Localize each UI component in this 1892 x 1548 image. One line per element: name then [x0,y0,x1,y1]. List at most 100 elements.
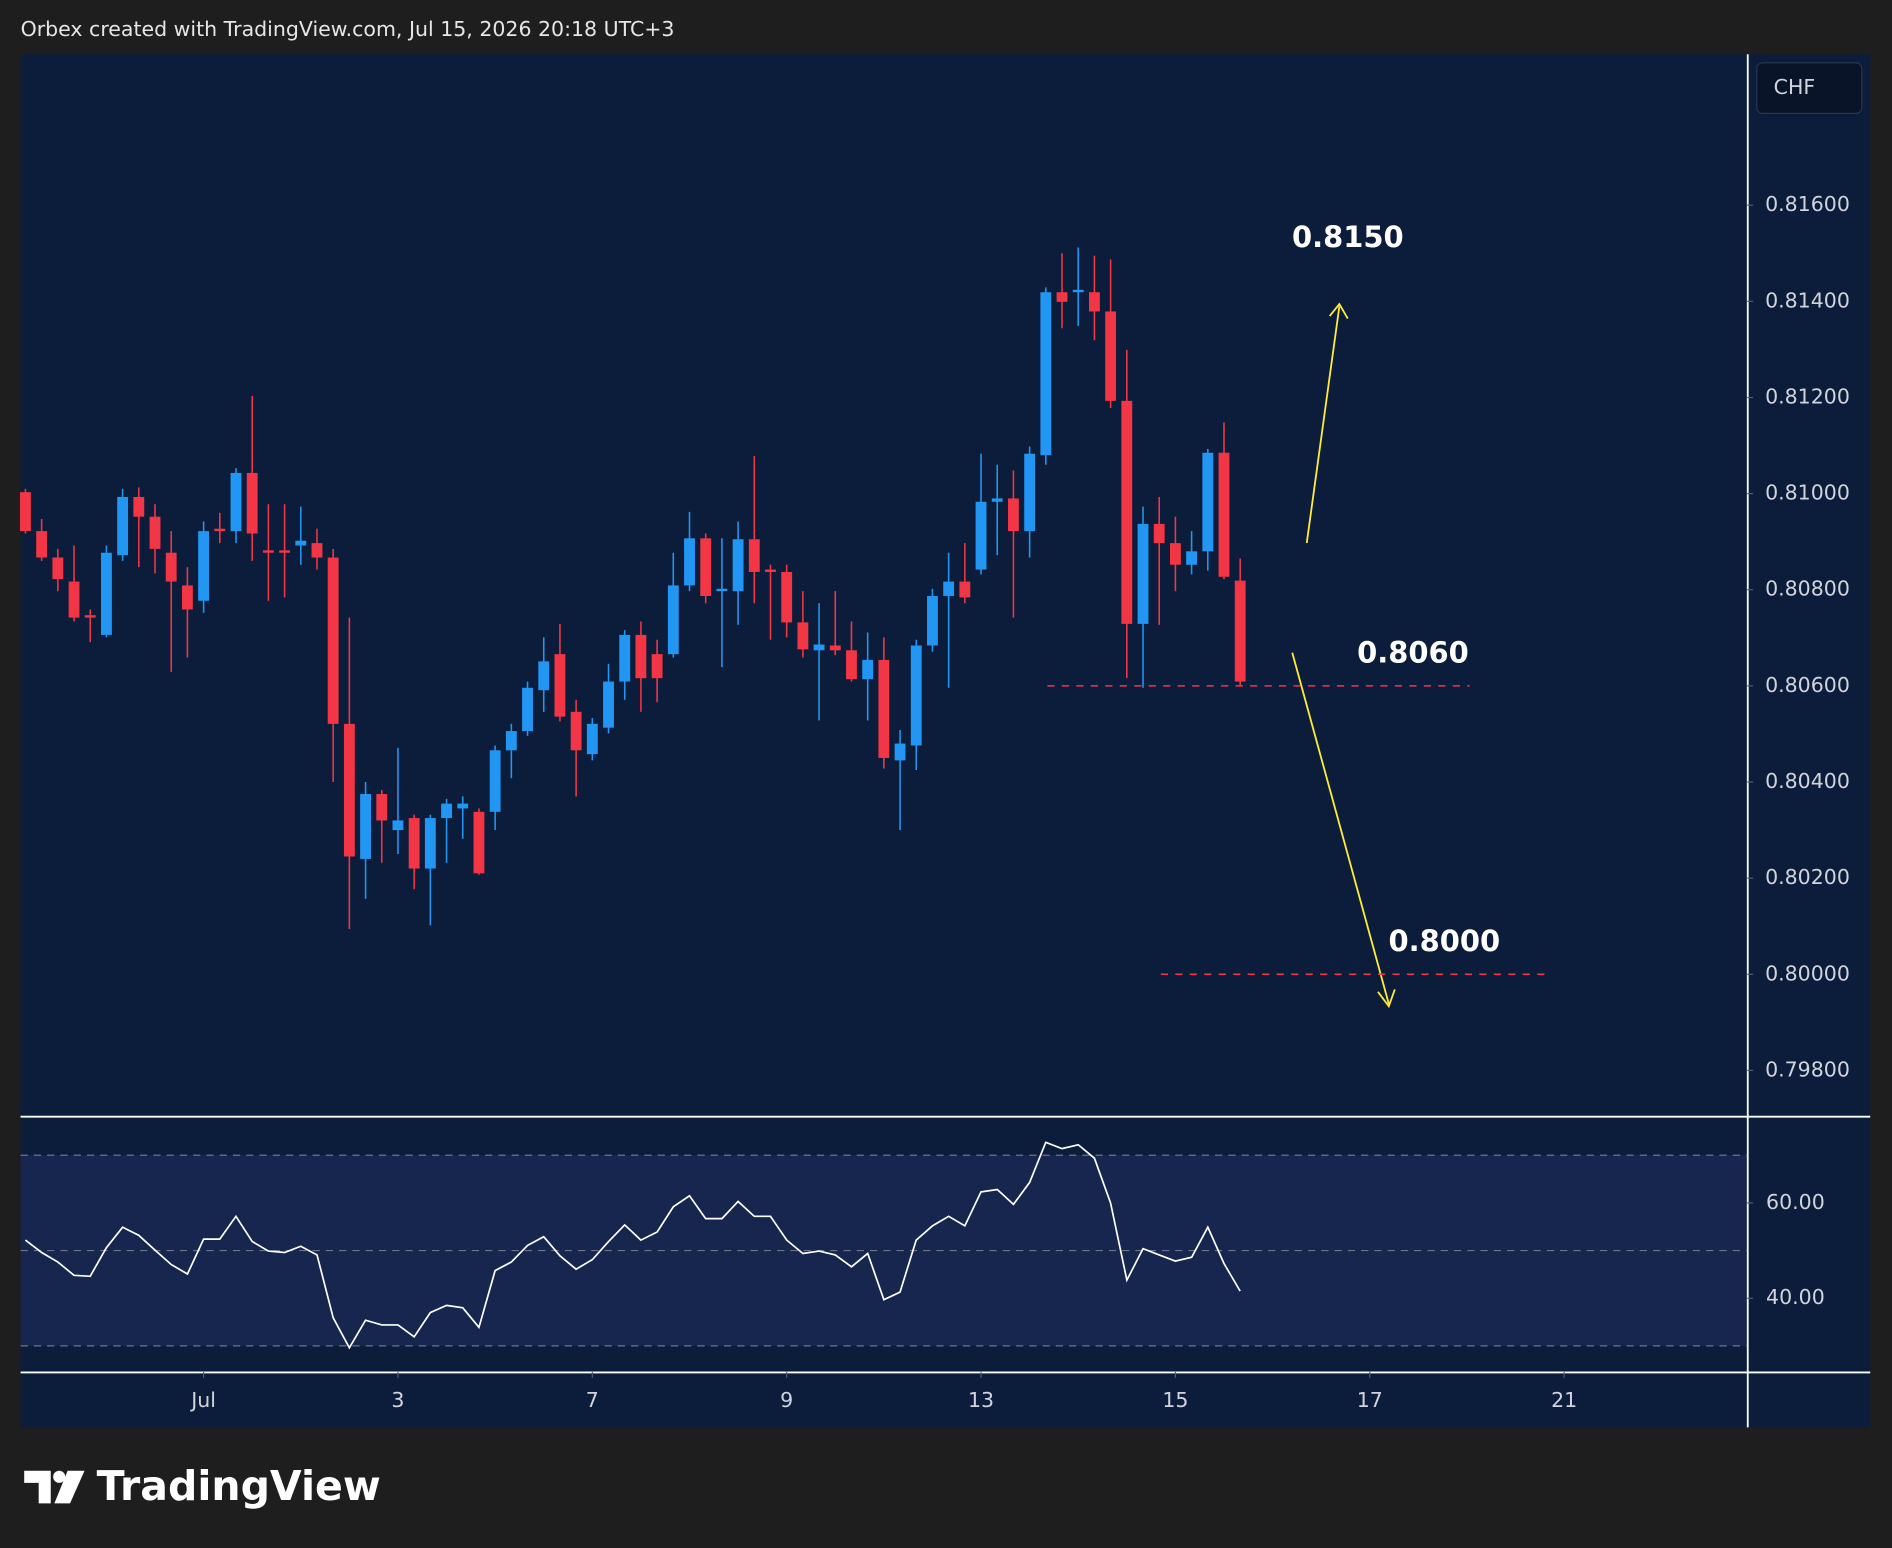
candle-body [100,552,112,635]
candle-body [813,644,825,651]
candle-body [829,645,841,651]
y-tick-label: 0.79800 [1765,1057,1850,1081]
candle-body [1008,498,1019,532]
candle-body [1234,580,1246,682]
candle-body [716,588,728,592]
y-tick-label: 0.81200 [1765,384,1850,408]
candle-body [586,723,598,755]
candle-body [1121,400,1133,624]
candle-body [635,634,647,679]
candle-body [230,472,242,532]
brand: TradingView [97,1462,381,1510]
logo-mark [54,1470,85,1504]
candle-body [1202,452,1214,552]
candle-body [20,492,31,532]
x-tick-label: Jul [189,1388,216,1412]
candle-body [651,654,663,679]
arrow-head [1377,989,1396,1009]
arrow-up [1305,306,1341,544]
candle-body [441,803,452,819]
candle-body [1056,292,1068,302]
y-tick-label: 0.80000 [1765,961,1850,985]
candle-body [554,654,566,717]
candle-body [36,531,48,558]
candle-body [603,681,614,728]
y-tick-label: 0.80800 [1765,577,1850,601]
candle-body [473,811,485,874]
candle-body [424,818,436,869]
candle-body [1153,523,1165,544]
candle-body [1169,543,1181,565]
candle-body [84,615,96,618]
header: Orbex created with TradingView.com, Jul … [21,17,675,41]
candle-body [246,472,258,534]
candle-body [894,743,906,761]
x-tick-label: 3 [391,1388,404,1412]
candle-body [133,496,145,517]
candle-body [878,659,890,758]
candle-body [910,645,922,746]
candle-body [943,581,955,596]
brand-logo [24,1470,85,1504]
y-tick-label: 0.80600 [1765,673,1850,697]
rsi-tick-label: 60.00 [1766,1190,1825,1214]
y-tick-label: 0.81000 [1765,481,1850,505]
x-tick-label: 7 [586,1388,599,1412]
candle-body [295,540,307,546]
candle-body [619,634,631,682]
candle-body [732,539,744,592]
candle-body [149,516,161,549]
candle-body [570,711,582,751]
candle-body [1137,523,1149,624]
x-tick-label: 9 [780,1388,793,1412]
candle-body [1186,551,1198,565]
x-tick-label: 15 [1162,1388,1188,1412]
candle-body [700,538,712,596]
candle-body [117,496,129,556]
candle-body [1024,453,1036,532]
candle-body [765,569,776,572]
candle-body [408,818,420,869]
candle-body [846,650,857,680]
y-tick-label: 0.81600 [1765,192,1850,216]
candle-body [748,539,760,572]
annotation: 0.8150 [1292,220,1404,254]
rsi-line [24,1141,1241,1350]
currency-box [1756,62,1863,115]
candle-body [797,622,809,650]
candle-body [262,550,274,553]
x-tick-label: 17 [1357,1388,1383,1412]
candle-body [181,585,193,610]
candle-body [975,501,987,570]
candle-body [862,659,874,680]
candle-body [667,585,679,655]
candle-body [991,498,1003,502]
y-tick-label: 0.81400 [1765,288,1850,312]
candle-body [781,571,793,623]
candle-body [1088,292,1100,312]
candle-body [684,538,695,586]
candle-body [538,661,550,691]
arrow-head [1328,302,1349,319]
candle-body [1072,289,1084,293]
currency: CHF [1774,75,1816,99]
candle-body [489,750,501,812]
candle-body [1040,292,1052,456]
candle-body [1218,452,1230,577]
candle-body [198,531,210,601]
candle-body [279,550,291,553]
logo-mark [24,1470,51,1504]
x-tick-label: 13 [968,1388,994,1412]
arrow-down [1291,652,1390,1005]
candle-body [927,595,938,646]
candle-body [343,723,355,857]
candle-body [376,794,388,821]
candle-body [1105,311,1117,401]
logo-mark [53,1470,66,1483]
candle-body [505,731,517,751]
candle-body [165,552,177,582]
candle-body [311,543,323,558]
candle-body [360,794,371,859]
candle-body [214,528,226,532]
